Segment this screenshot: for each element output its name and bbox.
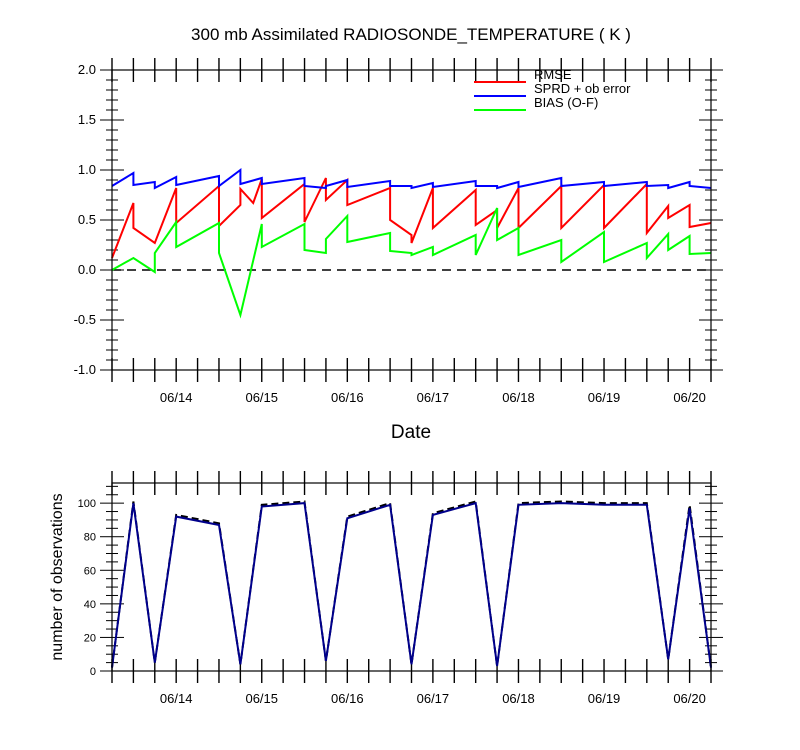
top-panel: 300 mb Assimilated RADIOSONDE_TEMPERATUR… [74,25,723,443]
legend-label: RMSE [534,67,572,82]
x-tick-label: 06/16 [331,691,364,706]
y-tick-label: 0.0 [78,262,96,277]
top-y-tick-labels: -1.0 -0.5 0.0 0.5 1.0 1.5 2.0 [74,62,96,377]
series-line-used [111,501,712,668]
y-tick-label: -0.5 [74,312,96,327]
top-plot-frame [111,69,712,371]
top-x-tick-labels: 06/14 06/15 06/16 06/17 06/18 06/19 06/20 [160,390,706,405]
series-line-bias-o-f [111,207,712,319]
x-tick-label: 06/18 [502,390,535,405]
x-tick-label: 06/16 [331,390,364,405]
series-line-possible [111,500,712,668]
bottom-axis-ticks [100,471,723,683]
y-tick-label: -1.0 [74,362,96,377]
x-tick-label: 06/14 [160,390,193,405]
y-tick-label: 80 [84,532,96,544]
chart-title: 300 mb Assimilated RADIOSONDE_TEMPERATUR… [191,25,631,44]
x-axis-label: Date [391,422,431,443]
bottom-series-group [111,500,712,668]
y-axis-label-observations: number of observations [49,493,66,660]
series-line-rmse [111,177,712,259]
y-tick-label: 0.5 [78,212,96,227]
x-tick-label: 06/20 [673,691,706,706]
y-tick-label: 60 [84,565,96,577]
x-tick-label: 06/14 [160,691,193,706]
y-tick-label: 0 [90,666,96,678]
x-tick-label: 06/19 [588,691,621,706]
x-tick-label: 06/18 [502,691,535,706]
x-tick-label: 06/17 [417,691,450,706]
top-series-group [111,168,712,319]
legend-label: BIAS (O-F) [534,95,598,110]
y-tick-label: 1.5 [78,112,96,127]
x-tick-label: 06/17 [417,390,450,405]
y-tick-label: 100 [78,498,96,510]
y-tick-label: 1.0 [78,162,96,177]
legend-label: SPRD + ob error [534,81,631,96]
y-tick-label: 2.0 [78,62,96,77]
bottom-x-tick-labels: 06/14 06/15 06/16 06/17 06/18 06/19 06/20 [160,691,706,706]
y-tick-label: 40 [84,599,96,611]
x-tick-label: 06/15 [245,390,278,405]
bottom-plot-frame [111,482,712,672]
x-tick-label: 06/15 [245,691,278,706]
bottom-y-tick-labels: 0 20 40 60 80 100 [78,498,96,678]
x-tick-label: 06/20 [673,390,706,405]
x-tick-label: 06/19 [588,390,621,405]
y-tick-label: 20 [84,632,96,644]
top-axis-ticks [100,58,723,382]
series-line-sprd-ob-error [111,168,712,190]
